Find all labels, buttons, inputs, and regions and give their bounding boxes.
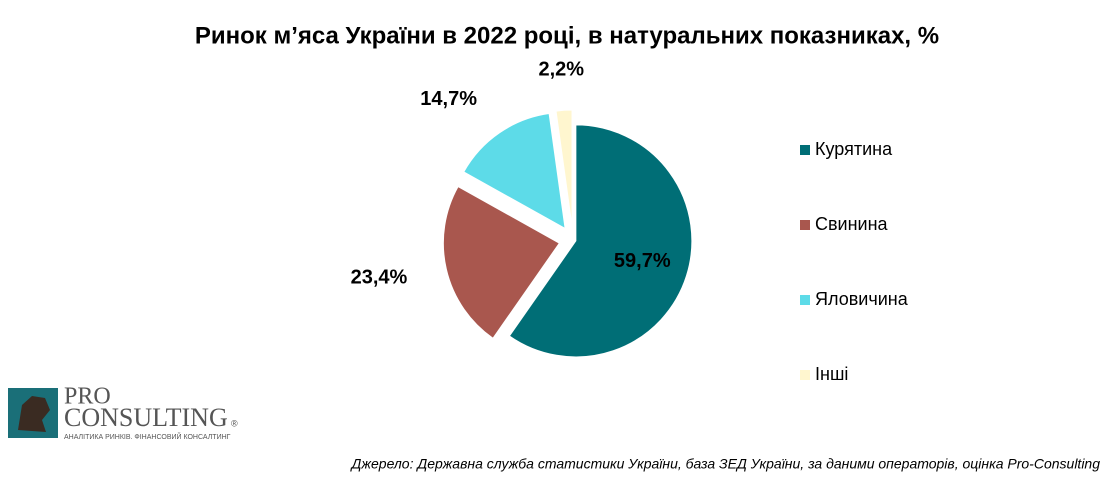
pie-slice bbox=[555, 109, 573, 227]
logo-registered: ® bbox=[231, 418, 238, 428]
logo-consulting: CONSULTING bbox=[64, 403, 228, 432]
legend-label: Інші bbox=[815, 364, 848, 384]
legend-label: Свинина bbox=[815, 214, 889, 234]
legend-swatch bbox=[800, 295, 810, 305]
pie-slice bbox=[508, 124, 693, 358]
data-label: 14,7% bbox=[420, 88, 477, 110]
pie-slice bbox=[463, 112, 566, 230]
legend-swatch bbox=[800, 370, 810, 380]
data-label: 23,4% bbox=[351, 266, 408, 288]
logo: PRO CONSULTING ® АНАЛІТИКА РИНКІВ. ФІНАН… bbox=[8, 384, 238, 441]
data-label: 2,2% bbox=[538, 59, 584, 81]
source-note: Джерело: Державна служба статистики Укра… bbox=[350, 456, 1101, 472]
data-label: 59,7% bbox=[614, 250, 671, 272]
pie-slice bbox=[442, 185, 561, 339]
legend-swatch bbox=[800, 145, 810, 155]
logo-horse bbox=[18, 396, 50, 432]
logo-pro: PRO bbox=[64, 384, 111, 410]
legend-label: Яловичина bbox=[815, 289, 909, 309]
legend-label: Курятина bbox=[815, 139, 893, 159]
logo-tagline: АНАЛІТИКА РИНКІВ. ФІНАНСОВИЙ КОНСАЛТИНГ bbox=[64, 432, 231, 441]
chart-title: Ринок м’яса України в 2022 році, в натур… bbox=[195, 22, 939, 49]
legend-swatch bbox=[800, 220, 810, 230]
